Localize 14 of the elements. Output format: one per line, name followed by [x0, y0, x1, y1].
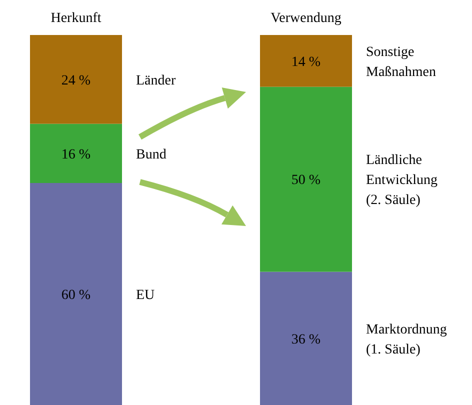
data-label: 60 %	[61, 288, 91, 303]
data-label: 36 %	[291, 332, 321, 348]
series-label: Bund	[136, 147, 166, 162]
data-label: 50 %	[291, 173, 321, 188]
data-label: 24 %	[61, 73, 91, 88]
series-label: EU	[136, 288, 155, 303]
x-tick-label: Verwendung	[270, 11, 342, 26]
data-label: 14 %	[291, 54, 321, 70]
data-label: 16 %	[61, 147, 91, 162]
series-label: Ländliche Entwicklung (2. Säule)	[366, 153, 438, 208]
series-label: Länder	[136, 73, 176, 88]
x-tick-label: Herkunft	[50, 11, 102, 26]
series-label: Sonstige Maßnahmen	[366, 44, 436, 80]
series-label: Marktordnung (1. Säule)	[366, 322, 447, 358]
